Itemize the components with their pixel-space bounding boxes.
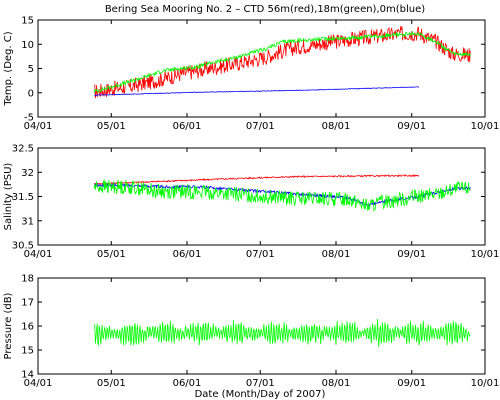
x-tick-label: 10/01: [471, 249, 500, 260]
y-tick-label: 17: [21, 298, 34, 309]
temperature-series-18m: [93, 30, 471, 94]
y-tick-label: 14: [21, 370, 34, 381]
x-tick-label: 09/01: [397, 249, 426, 260]
x-tick-label: 10/01: [471, 378, 500, 389]
x-axis-label: Date (Month/Day of 2007): [195, 389, 326, 400]
y-tick-label: 18: [21, 274, 34, 285]
y-tick-label: 5: [28, 64, 34, 75]
x-tick-label: 07/01: [246, 378, 275, 389]
x-tick-label: 04/01: [24, 378, 53, 389]
y-tick-label: 10: [21, 40, 34, 51]
x-tick-label: 05/01: [97, 121, 126, 132]
y-tick-label: 0: [28, 88, 34, 99]
x-tick-label: 06/01: [173, 249, 202, 260]
salinity-panel: 04/01 05/01 06/01 07/01 08/01 09/01 10/01 30.5 3…: [3, 144, 499, 261]
x-tick-label: 06/01: [173, 378, 202, 389]
x-tick-label: 07/01: [246, 249, 275, 260]
y-tick-label: -5: [24, 113, 34, 124]
x-tick-label: 08/01: [322, 121, 351, 132]
panels: 04/01 05/01 06/01 07/01 08/01 09/01 10/01 -5 0 5 1…: [3, 16, 499, 390]
pressure-panel: 04/01 05/01 06/01 07/01 08/01 09/01 10/01 14 15 1…: [3, 274, 499, 390]
y-tick-label: 32: [21, 168, 34, 179]
x-tick-label: 04/01: [24, 121, 53, 132]
x-tick-label: 08/01: [322, 249, 351, 260]
figure-title: Bering Sea Mooring No. 2 – CTD 56m(red),…: [105, 4, 425, 15]
y-tick-label: 31.5: [12, 192, 34, 203]
x-tick-label: 08/01: [322, 378, 351, 389]
x-tick-label: 05/01: [97, 249, 126, 260]
y-tick-label: 31: [21, 216, 34, 227]
pressure-axes-frame: [37, 277, 486, 375]
x-tick-label: 07/01: [246, 121, 275, 132]
temperature-axes-frame: [37, 19, 486, 118]
y-tick-label: 32.5: [12, 144, 34, 155]
temperature-panel: 04/01 05/01 06/01 07/01 08/01 09/01 10/01 -5 0 5 1…: [3, 16, 499, 133]
y-tick-label: 30.5: [12, 241, 34, 252]
temperature-series-56m: [93, 26, 471, 99]
y-tick-label: 15: [21, 16, 34, 27]
temperature-series-0m: [94, 86, 419, 96]
x-tick-label: 05/01: [97, 378, 126, 389]
y-tick-label: 16: [21, 322, 34, 333]
salinity-series-18m: [93, 178, 471, 212]
y-tick-label: 15: [21, 346, 34, 357]
salinity-y-axis-label: Salinity (PSU): [3, 163, 14, 231]
salinity-series-56m: [93, 174, 420, 186]
x-tick-label: 09/01: [397, 121, 426, 132]
x-tick-label: 10/01: [471, 121, 500, 132]
x-tick-label: 09/01: [397, 378, 426, 389]
x-tick-label: 04/01: [24, 249, 53, 260]
pressure-y-axis-label: Pressure (dB): [3, 292, 14, 359]
pressure-series-18m: [93, 319, 471, 347]
x-tick-label: 06/01: [173, 121, 202, 132]
temperature-y-axis-label: Temp. (Deg. C): [3, 31, 14, 106]
